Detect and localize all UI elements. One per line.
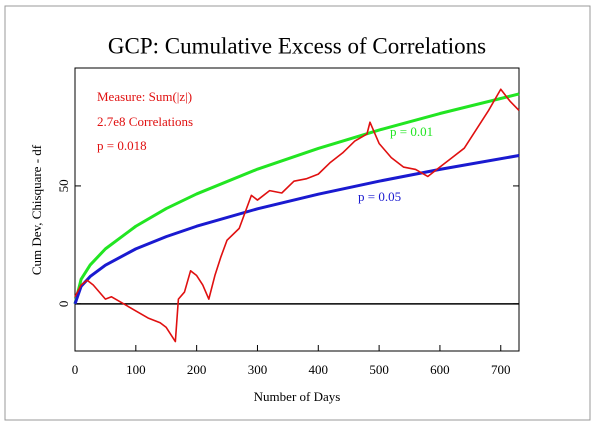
x-tick-label: 500 — [369, 362, 389, 377]
annotation: p = 0.018 — [97, 138, 147, 153]
x-tick-label: 600 — [430, 362, 450, 377]
series-label: p = 0.05 — [358, 189, 401, 204]
annotation: 2.7e8 Correlations — [97, 114, 193, 129]
y-tick-label: 0 — [56, 301, 71, 308]
plot-area — [74, 67, 520, 352]
y-tick-label: 50 — [56, 179, 71, 192]
y-axis-label: Cum Dev, Chisquare - df — [29, 144, 44, 275]
x-tick-label: 0 — [72, 362, 79, 377]
frame — [4, 5, 591, 421]
x-tick-label: 700 — [491, 362, 511, 377]
chart-title: GCP: Cumulative Excess of Correlations — [108, 33, 486, 58]
x-tick-label: 200 — [187, 362, 207, 377]
x-tick-label: 300 — [248, 362, 268, 377]
x-axis-label: Number of Days — [254, 389, 341, 404]
series-line — [73, 92, 520, 305]
annotation: Measure: Sum(|z|) — [97, 89, 192, 104]
series-label: p = 0.01 — [390, 124, 433, 139]
series-line — [74, 88, 520, 343]
series-line — [73, 154, 520, 305]
x-tick-label: 100 — [126, 362, 146, 377]
x-tick-label: 400 — [309, 362, 329, 377]
